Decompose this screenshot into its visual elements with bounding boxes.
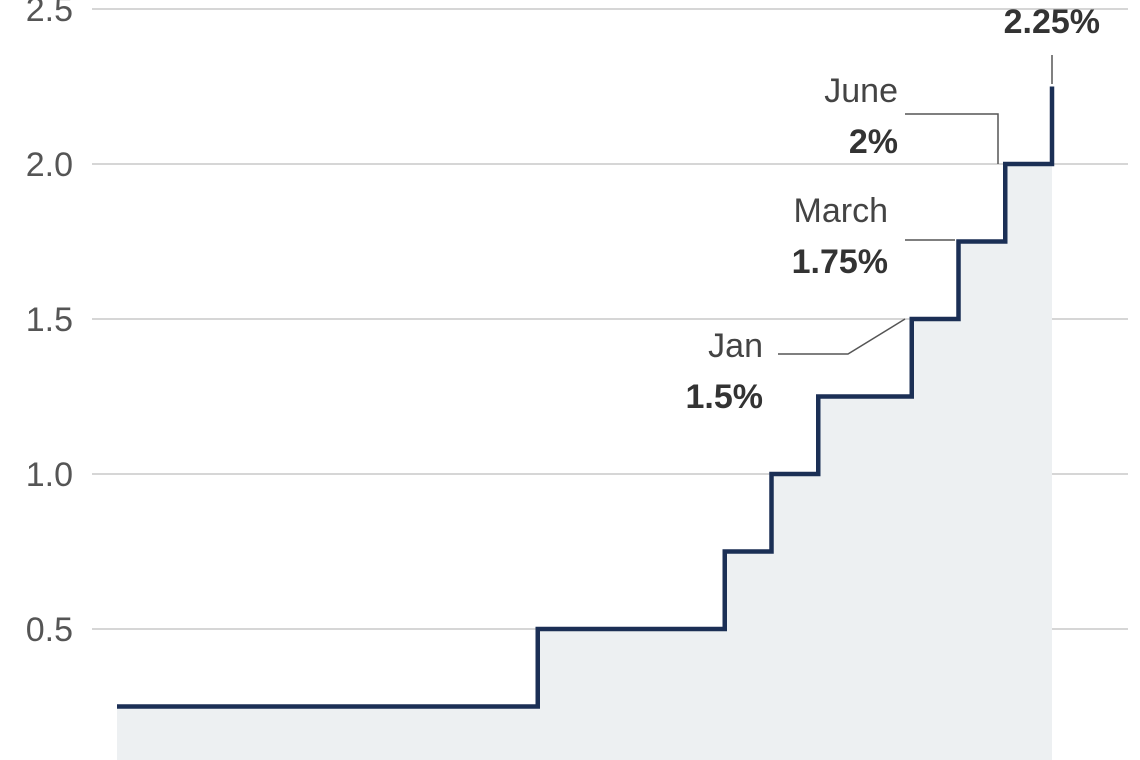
annotation-label: June: [824, 72, 898, 110]
annotation-value: 2%: [849, 123, 898, 161]
annotation-value: 2.25%: [1004, 3, 1100, 41]
annotations: Jan 1.5% March 1.75% June 2% 2.25%: [686, 3, 1101, 416]
annotation-value: 1.75%: [792, 243, 888, 281]
annotation-value: 1.5%: [686, 378, 764, 416]
series-step-line: [117, 86, 1055, 709]
y-tick-label: 0.5: [26, 611, 73, 649]
series-area-fill: [117, 86, 1052, 760]
annotation-label: March: [794, 192, 888, 230]
annotation-leader-line: [778, 318, 906, 355]
y-tick-label: 2.0: [26, 146, 73, 184]
annotation-label: Jan: [708, 327, 763, 365]
y-tick-label: 1.0: [26, 456, 73, 494]
y-axis-tick-labels: 2.5 2.0 1.5 1.0 0.5: [26, 0, 73, 649]
y-tick-label: 1.5: [26, 301, 73, 339]
y-tick-label: 2.5: [26, 0, 73, 29]
annotation-leader-line: [905, 113, 999, 164]
